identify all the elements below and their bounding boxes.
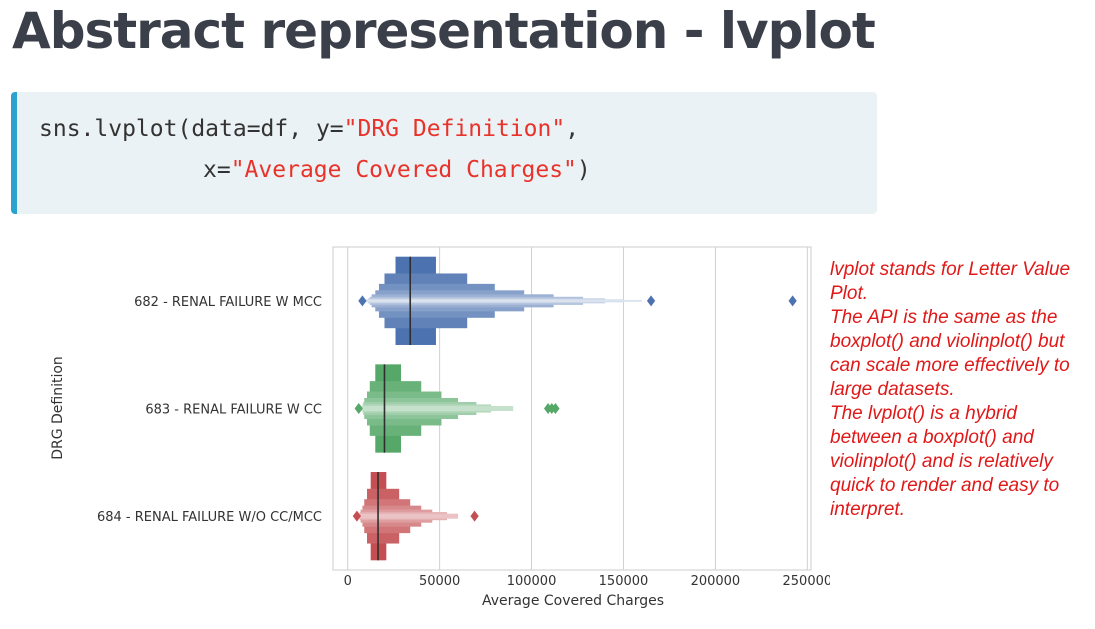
outlier-point	[788, 295, 797, 307]
code-token: x=	[203, 157, 231, 183]
code-token: sns.lvplot(data=df, y=	[39, 116, 344, 142]
letter-value-box	[364, 299, 642, 302]
y-tick-labels: 682 - RENAL FAILURE W MCC 683 - RENAL FAI…	[97, 295, 322, 525]
x-tick-label: 0	[344, 574, 352, 589]
y-tick-label: 683 - RENAL FAILURE W CC	[145, 403, 322, 418]
x-tick-label: 200000	[691, 574, 741, 589]
letter-value-box	[361, 405, 514, 412]
x-tick-label: 50000	[419, 574, 460, 589]
y-tick-label: 684 - RENAL FAILURE W/O CC/MCC	[97, 510, 322, 525]
letter-value-boxes	[358, 256, 642, 561]
x-tick-labels: 0 50000 100000 150000 200000 250000	[344, 574, 830, 589]
outlier-point	[354, 403, 363, 414]
x-tick-label: 150000	[599, 574, 649, 589]
code-string: "DRG Definition"	[343, 116, 566, 142]
code-block: sns.lvplot(data=df, y="DRG Definition", …	[11, 92, 877, 214]
letter-value-box	[358, 513, 459, 519]
outliers	[352, 295, 797, 522]
y-tick-label: 682 - RENAL FAILURE W MCC	[134, 295, 322, 310]
slide-title: Abstract representation - lvplot	[12, 2, 876, 60]
code-token: )	[576, 157, 591, 183]
code-line-2: x="Average Covered Charges")	[203, 157, 591, 183]
outlier-point	[551, 403, 560, 414]
note-paragraph: The lvplot() is a hybrid between a boxpl…	[830, 403, 1060, 520]
x-tick-label: 250000	[783, 574, 830, 589]
outlier-point	[646, 295, 656, 307]
code-string: "Average Covered Charges"	[230, 157, 577, 183]
explanation-note: lvplot stands for Letter Value Plot. The…	[830, 258, 1092, 522]
lvplot-chart: 682 - RENAL FAILURE W MCC 683 - RENAL FAI…	[50, 246, 830, 609]
note-paragraph: The API is the same as the boxplot() and…	[830, 307, 1070, 400]
note-paragraph: lvplot stands for Letter Value Plot.	[830, 259, 1071, 304]
outlier-point	[358, 295, 367, 307]
median-lines	[377, 256, 412, 561]
code-token: ,	[565, 116, 580, 142]
x-tick-label: 100000	[507, 574, 557, 589]
x-axis-label: Average Covered Charges	[482, 593, 664, 609]
y-axis-label: DRG Definition	[50, 356, 66, 460]
code-line-1: sns.lvplot(data=df, y="DRG Definition",	[39, 116, 579, 142]
